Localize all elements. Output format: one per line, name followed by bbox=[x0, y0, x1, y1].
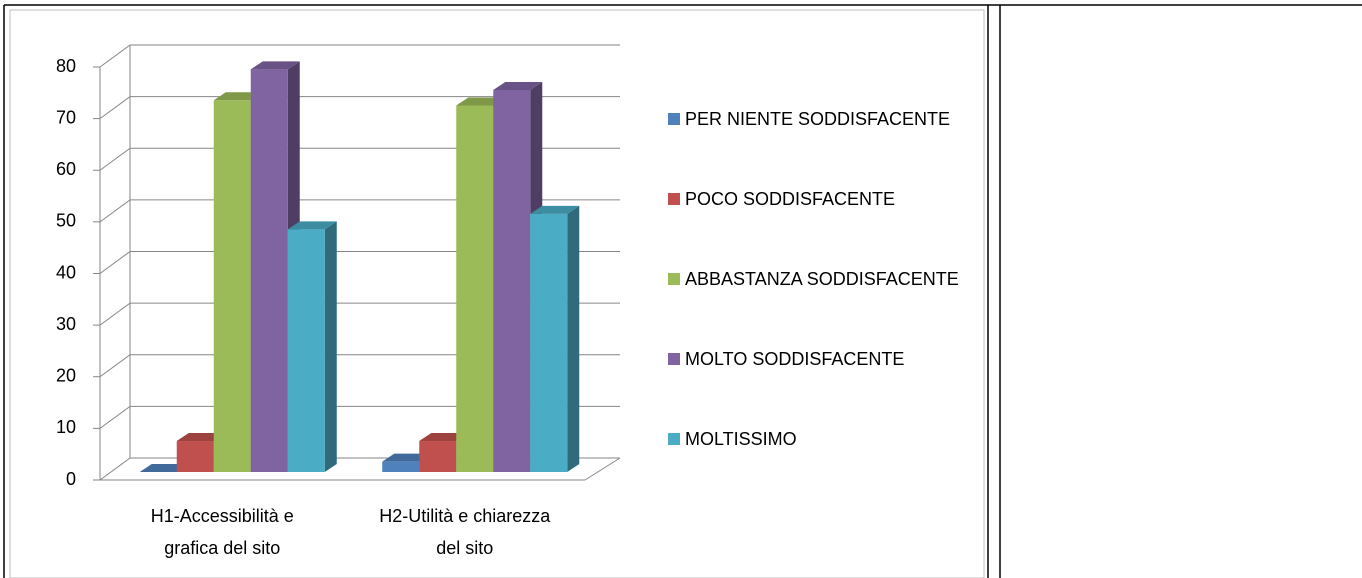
legend-swatch bbox=[668, 193, 680, 205]
y-tick-label: 30 bbox=[56, 314, 76, 334]
grid-line bbox=[99, 457, 131, 481]
bar-top bbox=[213, 92, 263, 101]
bar-side bbox=[567, 205, 580, 472]
legend-label: MOLTISSIMO bbox=[685, 429, 797, 449]
legend-swatch bbox=[668, 433, 680, 445]
bar bbox=[419, 441, 457, 472]
y-tick-label: 40 bbox=[56, 262, 76, 282]
y-tick-label: 60 bbox=[56, 159, 76, 179]
x-tick-label: H2-Utilità e chiarezza del sito bbox=[379, 506, 551, 558]
grid-line bbox=[99, 44, 131, 68]
bar-side bbox=[324, 221, 337, 472]
legend-swatch bbox=[668, 113, 680, 125]
chart-frame bbox=[9, 9, 985, 578]
legend-swatch bbox=[668, 273, 680, 285]
bar bbox=[213, 100, 251, 473]
y-tick-label: 80 bbox=[56, 56, 76, 76]
legend-label: MOLTO SODDISFACENTE bbox=[685, 349, 905, 369]
bar-top bbox=[250, 61, 300, 70]
legend-swatch bbox=[668, 353, 680, 365]
bar bbox=[493, 89, 531, 472]
y-tick-label: 20 bbox=[56, 366, 76, 386]
bar-top bbox=[530, 205, 580, 214]
bar bbox=[287, 229, 325, 472]
y-tick-label: 10 bbox=[56, 417, 76, 437]
bar bbox=[456, 105, 494, 473]
bar-top bbox=[456, 97, 506, 106]
grid-line bbox=[99, 96, 131, 120]
x-tick-label: H1-Accessibilità e grafica del sito bbox=[150, 506, 294, 558]
bar bbox=[176, 441, 214, 472]
grid-line bbox=[99, 147, 131, 171]
bar bbox=[250, 69, 288, 472]
grid-line bbox=[99, 302, 131, 326]
bar-top bbox=[176, 433, 226, 442]
grid-line bbox=[99, 354, 131, 378]
legend-label: PER NIENTE SODDISFACENTE bbox=[685, 109, 951, 129]
bar-top bbox=[419, 433, 469, 442]
y-tick-label: 70 bbox=[56, 107, 76, 127]
legend-label: POCO SODDISFACENTE bbox=[685, 189, 896, 209]
bar-top bbox=[287, 221, 337, 230]
bar-top bbox=[493, 81, 543, 90]
bar bbox=[530, 213, 568, 472]
legend-label: ABBASTANZA SODDISFACENTE bbox=[685, 269, 959, 289]
bar bbox=[382, 461, 420, 472]
grid-line bbox=[99, 405, 131, 429]
bar-top bbox=[382, 453, 432, 462]
floor-edge bbox=[584, 457, 621, 481]
bar-top bbox=[139, 464, 189, 472]
grid-line bbox=[99, 199, 131, 223]
grid-line bbox=[99, 251, 131, 274]
y-tick-label: 50 bbox=[56, 211, 76, 231]
y-tick-label: 0 bbox=[66, 469, 76, 489]
